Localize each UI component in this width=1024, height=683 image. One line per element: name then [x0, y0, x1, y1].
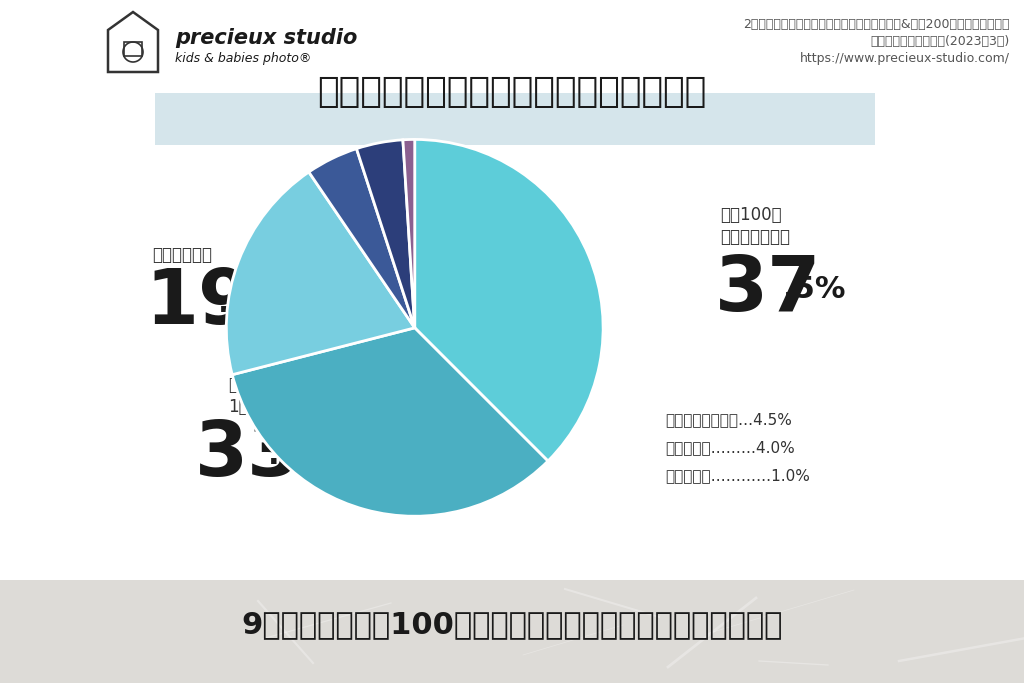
Text: お宮参りをお祝いした時期はいつごろ？: お宮参りをお祝いした時期はいつごろ？: [317, 75, 707, 109]
Text: 生後100日: 生後100日: [720, 206, 781, 224]
Text: .5%: .5%: [268, 441, 332, 469]
Text: 33: 33: [195, 418, 301, 492]
Text: １歳のお誕生日頃…4.5%: １歳のお誕生日頃…4.5%: [665, 413, 792, 428]
Wedge shape: [309, 149, 415, 328]
FancyBboxPatch shape: [0, 580, 1024, 683]
Text: 初節句の頃…………1.0%: 初節句の頃…………1.0%: [665, 469, 810, 484]
Wedge shape: [226, 172, 415, 375]
Wedge shape: [356, 140, 415, 328]
Text: プレシュスタジオ調べ(2023年3月): プレシュスタジオ調べ(2023年3月): [870, 35, 1010, 48]
Text: kids & babies photo®: kids & babies photo®: [175, 52, 311, 65]
Text: 生後２ヶ月頃: 生後２ヶ月頃: [152, 246, 212, 264]
Text: 生後６ヶ月………4.0%: 生後６ヶ月………4.0%: [665, 441, 795, 456]
Text: 1ヶ月健診のあと: 1ヶ月健診のあと: [228, 398, 308, 416]
Wedge shape: [232, 328, 548, 516]
Text: 19: 19: [145, 266, 251, 340]
Text: 生後31日前後: 生後31日前後: [228, 376, 299, 394]
Text: https://www.precieux-studio.com/: https://www.precieux-studio.com/: [800, 52, 1010, 65]
FancyBboxPatch shape: [155, 93, 874, 145]
Wedge shape: [415, 139, 603, 461]
Text: お食い初めの頃: お食い初めの頃: [720, 228, 790, 246]
Text: .5%: .5%: [218, 288, 282, 318]
Text: .5%: .5%: [783, 275, 847, 305]
Text: 9割の家庭が生後100日・お食い初めまでにお宮参りをお祝い: 9割の家庭が生後100日・お食い初めまでにお宮参りをお祝い: [242, 611, 782, 639]
Wedge shape: [402, 139, 415, 328]
Text: precieux studio: precieux studio: [175, 28, 357, 48]
Text: 2年以内にお宮参りのスタジオ撮影をしたママ&パパ200名へのアンケート: 2年以内にお宮参りのスタジオ撮影をしたママ&パパ200名へのアンケート: [743, 18, 1010, 31]
Text: 37: 37: [715, 253, 821, 327]
